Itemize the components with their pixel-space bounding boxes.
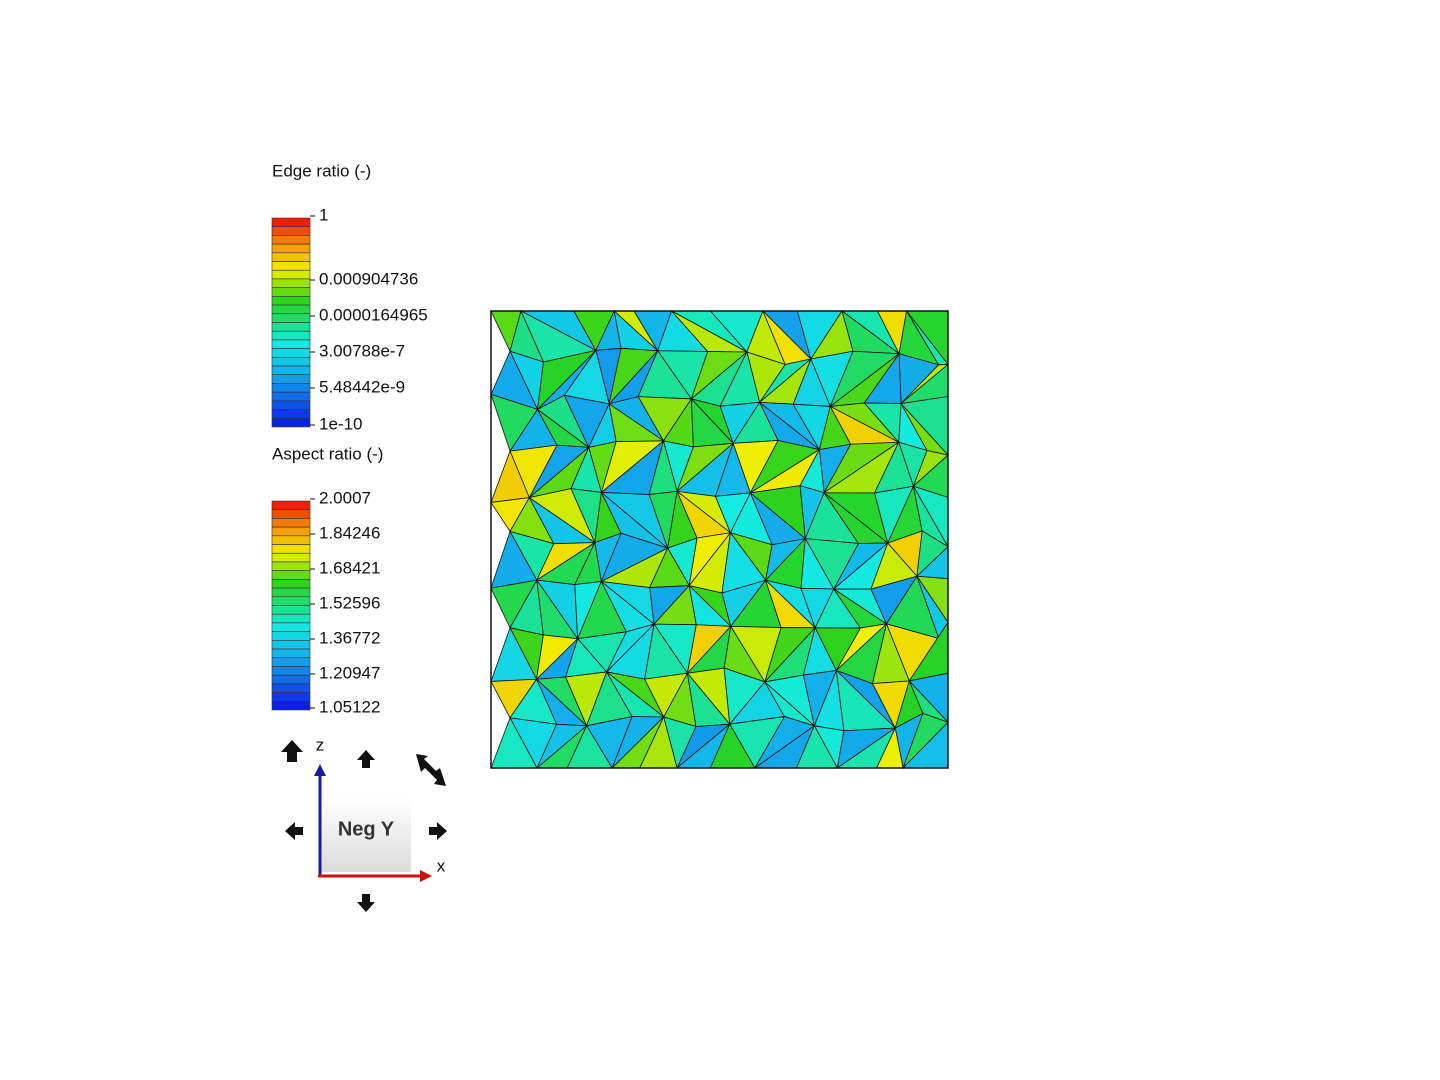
- legend-label: 1.05122: [319, 697, 380, 716]
- color-band: [271, 217, 311, 228]
- color-band: [271, 535, 311, 545]
- color-band: [271, 561, 311, 571]
- arrow-down[interactable]: [357, 894, 375, 912]
- legend-label: 0.000904736: [319, 269, 418, 288]
- legends: Edge ratio (-) 1 0.000904736 0.0000164965 3.…: [271, 161, 428, 716]
- x-label: x: [437, 856, 446, 875]
- legend-label: 1.20947: [319, 663, 380, 682]
- color-band: [271, 261, 311, 271]
- color-band: [271, 700, 311, 711]
- cube-label: Neg Y: [338, 818, 395, 840]
- color-band: [271, 674, 311, 685]
- cube-face[interactable]: [321, 798, 411, 872]
- color-band: [271, 243, 311, 254]
- color-band: [271, 339, 311, 349]
- color-band: [271, 587, 311, 598]
- color-band: [271, 640, 311, 650]
- color-band: [271, 374, 311, 384]
- mesh-border: [490, 310, 949, 769]
- color-band: [271, 313, 311, 323]
- color-band: [271, 235, 311, 245]
- color-band: [271, 226, 311, 236]
- color-band: [271, 304, 311, 315]
- arrow-up[interactable]: [357, 750, 375, 768]
- color-band: [271, 596, 311, 606]
- legend-label: 1e-10: [319, 414, 362, 433]
- color-band: [271, 552, 311, 563]
- legend-title: Edge ratio (-): [272, 161, 371, 180]
- color-band: [271, 657, 311, 667]
- color-band: [271, 692, 311, 702]
- rotate-up[interactable]: [281, 740, 303, 762]
- legend-label: 5.48442e-9: [319, 377, 405, 396]
- color-band: [271, 605, 311, 615]
- legend-label: 2.0007: [319, 488, 371, 507]
- view-cube[interactable]: Neg Y z x: [281, 735, 447, 912]
- color-band: [271, 365, 311, 376]
- color-band: [271, 518, 311, 528]
- color-band: [271, 287, 311, 297]
- color-band: [271, 252, 311, 262]
- color-band: [271, 579, 311, 589]
- mesh: [490, 309, 950, 770]
- color-band: [271, 683, 311, 693]
- color-band: [271, 322, 311, 332]
- color-band: [271, 409, 311, 419]
- color-band: [271, 509, 311, 519]
- z-label: z: [316, 735, 325, 754]
- legend-title: Aspect ratio (-): [272, 444, 383, 463]
- legend-label: 1.36772: [319, 628, 380, 647]
- color-band: [271, 500, 311, 511]
- color-band: [271, 357, 311, 367]
- legend-label: 1.68421: [319, 558, 380, 577]
- color-band: [271, 666, 311, 676]
- arrow-left[interactable]: [285, 822, 303, 840]
- color-band: [271, 348, 311, 358]
- color-band: [271, 544, 311, 554]
- color-band: [271, 417, 311, 428]
- legend-label: 1: [319, 205, 328, 224]
- color-band: [271, 648, 311, 659]
- color-band: [271, 631, 311, 641]
- color-band: [271, 296, 311, 306]
- arrow-right[interactable]: [429, 822, 447, 840]
- legend-label: 3.00788e-7: [319, 341, 405, 360]
- color-band: [271, 330, 311, 341]
- x-arrow: [420, 870, 432, 882]
- color-band: [271, 391, 311, 402]
- color-band: [271, 613, 311, 624]
- color-band: [271, 570, 311, 580]
- color-band: [271, 269, 311, 280]
- color-band: [271, 400, 311, 410]
- color-band: [271, 622, 311, 632]
- legend-label: 1.84246: [319, 523, 380, 542]
- color-band: [271, 526, 311, 537]
- legend-label: 0.0000164965: [319, 305, 428, 324]
- z-arrow: [314, 764, 326, 776]
- legend-label: 1.52596: [319, 593, 380, 612]
- rotate-diagonal[interactable]: [416, 754, 446, 786]
- color-band: [271, 383, 311, 393]
- color-band: [271, 278, 311, 288]
